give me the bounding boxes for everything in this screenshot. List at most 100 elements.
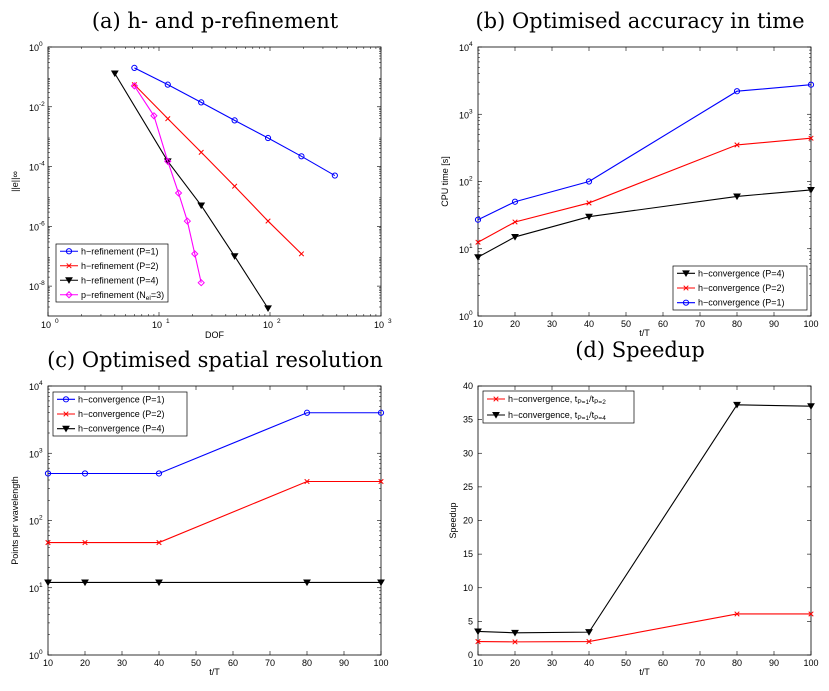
data-point bbox=[378, 478, 384, 485]
legend-label: h−refinement (P=2) bbox=[81, 261, 159, 271]
legend-box bbox=[52, 391, 188, 437]
y-tick-label: 10 bbox=[29, 103, 39, 113]
legend-label-text: h−refinement (P=1) bbox=[81, 246, 159, 256]
legend-label-subscript: P=2 bbox=[594, 399, 606, 406]
series-1 bbox=[475, 611, 814, 645]
x-tick-label: 90 bbox=[769, 658, 779, 668]
data-point bbox=[110, 70, 119, 78]
y-tick-exponent: 0 bbox=[469, 310, 473, 317]
data-point bbox=[155, 470, 163, 477]
legend-label-text: p−refinement (N bbox=[81, 290, 146, 300]
series-2 bbox=[45, 478, 384, 546]
plot-area bbox=[477, 385, 812, 656]
data-point bbox=[733, 401, 741, 409]
legend-label-subscript: P=4 bbox=[594, 415, 606, 422]
data-point bbox=[733, 88, 741, 95]
series-line bbox=[133, 84, 302, 255]
x-tick-label: 70 bbox=[695, 658, 705, 668]
data-point bbox=[131, 81, 138, 88]
x-tick-exponent: 3 bbox=[388, 318, 392, 325]
y-tick-label: 15 bbox=[463, 549, 473, 559]
data-point bbox=[733, 193, 741, 201]
y-tick-label: 30 bbox=[463, 448, 473, 458]
x-tick-label: 50 bbox=[191, 658, 201, 668]
x-tick-label: 20 bbox=[510, 658, 520, 668]
data-point bbox=[82, 539, 88, 546]
x-tick-label: 50 bbox=[621, 319, 631, 329]
data-point bbox=[150, 112, 158, 120]
x-tick-label: 40 bbox=[584, 658, 594, 668]
legend: h−convergence, tP=1/tP=2h−convergence, t… bbox=[482, 390, 635, 424]
data-point bbox=[44, 470, 52, 477]
legend-swatch-marker bbox=[62, 396, 70, 403]
data-point bbox=[585, 213, 593, 221]
chart-title: (a) h- and p-refinement bbox=[92, 9, 339, 33]
data-point bbox=[808, 135, 814, 141]
data-point bbox=[808, 611, 814, 617]
y-axis-label: Speedup bbox=[448, 502, 458, 538]
data-point bbox=[81, 579, 89, 587]
y-tick-exponent: 4 bbox=[469, 41, 473, 48]
x-axis-label: t/T bbox=[209, 667, 220, 677]
legend-label: h−convergence (P=4) bbox=[78, 424, 165, 434]
legend-swatch-marker bbox=[683, 285, 689, 291]
data-point bbox=[174, 189, 183, 197]
data-point bbox=[511, 629, 519, 637]
x-tick-exponent: 1 bbox=[166, 318, 170, 325]
series-2 bbox=[475, 135, 814, 245]
data-point bbox=[475, 239, 481, 245]
series-1 bbox=[474, 186, 815, 261]
chart-4: (d) Speedup 10 20 30 40 50 60 70 80 90 100 0 5 10 15 20… bbox=[448, 338, 819, 677]
data-point bbox=[304, 478, 310, 485]
legend-label-text: h−refinement (P=4) bbox=[81, 275, 159, 285]
data-point bbox=[511, 198, 519, 205]
x-tick-label: 80 bbox=[732, 658, 742, 668]
legend: h−convergence (P=4) h−convergence (P=2) h−… bbox=[672, 265, 808, 311]
y-tick-label: 10 bbox=[459, 110, 469, 120]
y-tick-exponent: -4 bbox=[39, 161, 45, 168]
legend-label-text: h−convergence, t bbox=[508, 394, 578, 404]
y-tick-exponent: 0 bbox=[39, 41, 43, 48]
y-tick-exponent: 2 bbox=[469, 176, 473, 183]
y-tick-label: 25 bbox=[463, 482, 473, 492]
x-tick-label: 10 bbox=[263, 320, 273, 330]
data-point bbox=[586, 200, 592, 206]
data-point bbox=[807, 81, 815, 88]
data-point bbox=[474, 628, 482, 636]
data-point bbox=[230, 253, 239, 260]
x-tick-label: 100 bbox=[803, 658, 818, 668]
data-point bbox=[198, 99, 205, 106]
data-point bbox=[156, 539, 162, 546]
chart-title: (d) Speedup bbox=[575, 338, 705, 362]
legend-swatch-marker bbox=[65, 277, 73, 284]
y-tick-label: 10 bbox=[459, 178, 469, 188]
legend-swatch-marker bbox=[682, 270, 690, 278]
legend-label: p−refinement (Nel=3) bbox=[81, 290, 164, 302]
data-point bbox=[585, 178, 593, 185]
legend-box bbox=[482, 390, 635, 424]
data-point bbox=[585, 629, 593, 636]
y-tick-label: 10 bbox=[459, 43, 469, 53]
x-tick-label: 60 bbox=[658, 319, 668, 329]
x-tick-exponent: 0 bbox=[55, 318, 59, 325]
y-tick-label: 10 bbox=[29, 43, 39, 53]
y-tick-exponent: 1 bbox=[469, 243, 473, 250]
legend-swatch-marker bbox=[682, 299, 690, 306]
legend-label: h−convergence (P=1) bbox=[698, 298, 785, 308]
data-point bbox=[265, 218, 271, 224]
legend-label: h−convergence (P=4) bbox=[698, 268, 785, 278]
data-point bbox=[511, 233, 519, 241]
y-tick-label: 10 bbox=[459, 245, 469, 255]
y-tick-label: 40 bbox=[463, 381, 473, 391]
x-tick-label: 10 bbox=[152, 320, 162, 330]
x-tick-label: 10 bbox=[473, 319, 483, 329]
legend-label: h−convergence (P=2) bbox=[78, 409, 165, 419]
legend-label-text: /t bbox=[589, 410, 595, 420]
data-point bbox=[231, 117, 238, 124]
legend-label: h−convergence (P=2) bbox=[698, 283, 785, 293]
x-tick-label: 90 bbox=[339, 658, 349, 668]
y-tick-exponent: -2 bbox=[39, 101, 45, 108]
y-tick-exponent: 2 bbox=[39, 515, 43, 522]
legend-swatch-marker bbox=[62, 425, 70, 433]
